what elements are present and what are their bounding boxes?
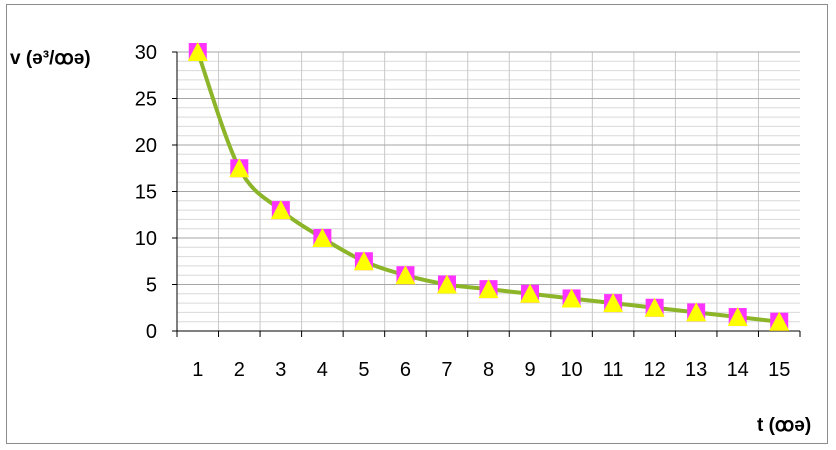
x-tick-label: 11 <box>603 359 624 381</box>
data-point-triangle <box>561 288 582 308</box>
y-tick-label: 25 <box>135 89 157 111</box>
data-point-triangle <box>603 293 624 313</box>
x-tick-label: 1 <box>192 359 203 381</box>
data-point-triangle <box>686 302 707 322</box>
y-tick-label: 10 <box>135 228 157 250</box>
data-point-triangle <box>353 251 374 271</box>
x-tick-label: 7 <box>441 359 452 381</box>
x-tick-label: 15 <box>768 359 790 381</box>
y-tick-label: 20 <box>135 135 157 157</box>
x-tick-label: 10 <box>560 359 582 381</box>
major-gridlines <box>177 51 800 285</box>
y-tick-labels: 0 5 10 15 20 25 30 <box>135 42 157 343</box>
data-point-triangle <box>727 307 748 327</box>
axes <box>172 51 801 337</box>
data-point-triangle <box>478 279 499 299</box>
x-tick-label: 9 <box>524 359 535 381</box>
x-tick-label: 5 <box>358 359 369 381</box>
x-tick-label: 6 <box>400 359 411 381</box>
data-point-triangle <box>229 158 250 178</box>
data-point-triangle <box>436 274 457 294</box>
data-points <box>187 42 790 331</box>
y-tick-label: 0 <box>146 321 157 343</box>
x-tick-label: 8 <box>483 359 494 381</box>
x-tick-label: 14 <box>727 359 749 381</box>
x-tick-label: 3 <box>275 359 286 381</box>
data-point-triangle <box>187 42 208 61</box>
y-axis-label: v (ə³/ꝏə) <box>10 48 91 69</box>
x-axis-label: t (ꝏə) <box>757 415 811 436</box>
data-point-triangle <box>520 283 541 303</box>
y-tick-label: 30 <box>135 42 157 64</box>
data-point-triangle <box>644 297 665 317</box>
x-tick-label: 2 <box>234 359 245 381</box>
x-tick-labels: 1 2 3 4 5 6 7 8 9 10 11 12 13 14 15 <box>192 359 790 381</box>
data-point-triangle <box>270 200 291 220</box>
data-point-triangle <box>312 228 333 247</box>
data-point-triangle <box>769 311 790 331</box>
x-tick-label: 13 <box>685 359 707 381</box>
chart-frame <box>6 4 828 444</box>
data-point-triangle <box>395 265 416 285</box>
x-tick-label: 12 <box>644 359 666 381</box>
x-tick-label: 4 <box>317 359 328 381</box>
y-tick-label: 15 <box>135 182 157 204</box>
y-tick-label: 5 <box>146 275 157 297</box>
